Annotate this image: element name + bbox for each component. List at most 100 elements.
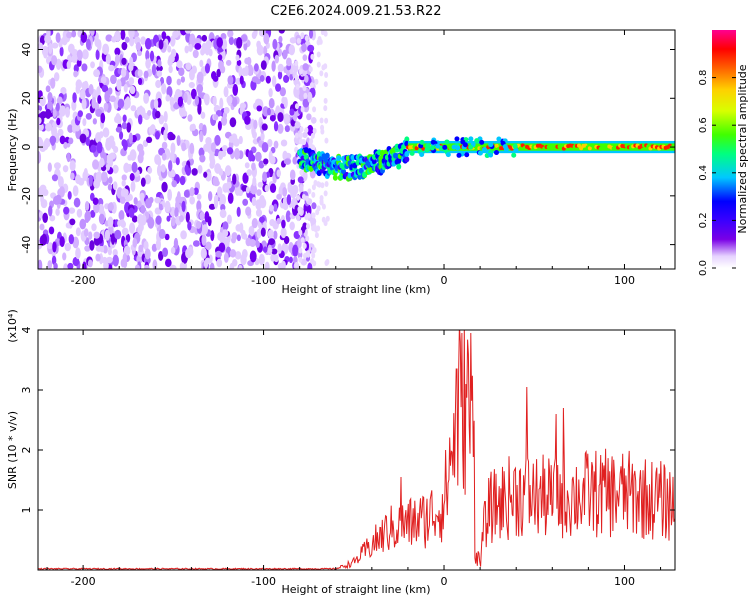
noise-cell [38,105,43,112]
noise-cell [304,35,309,42]
noise-cell [324,117,329,124]
noise-cell [67,124,74,133]
noise-cell [259,74,265,82]
noise-cell [238,135,243,145]
noise-cell [41,233,48,246]
noise-cell [284,125,291,133]
noise-cell [39,95,46,107]
noise-cell [108,64,115,72]
noise-cell [163,129,168,142]
noise-cell [130,105,137,112]
noise-cell [264,261,270,269]
noise-cell [188,81,195,89]
noise-cell [245,123,252,130]
noise-cell [121,227,129,236]
noise-cell [233,138,240,147]
noise-cell [302,222,308,230]
noise-cell [69,218,76,226]
noise-cell [217,231,224,241]
noise-cell [248,226,253,236]
noise-cell [52,241,57,253]
signal-cell [425,143,431,149]
signal-cell [511,152,517,158]
noise-cell [68,234,75,245]
noise-cell [76,208,83,218]
noise-cell [67,262,74,269]
noise-cell [48,226,55,235]
noise-cell [45,85,51,93]
band-cell [396,163,402,170]
noise-cell [53,72,60,82]
noise-cell [47,260,53,269]
noise-cell [311,202,317,210]
noise-cell [124,36,130,43]
noise-cell [59,186,65,198]
noise-cell [269,204,274,212]
noise-cell [119,196,126,204]
noise-cell [164,258,172,268]
noise-cell [46,242,54,249]
noise-cell [72,256,80,267]
noise-cell [191,123,196,131]
noise-cell [245,237,252,247]
noise-cell [50,77,56,89]
noise-cell [229,249,237,258]
signal-cell [456,152,462,158]
noise-cell [302,85,307,92]
noise-cell [156,65,163,72]
noise-cell [311,144,316,151]
noise-cell [274,54,280,64]
noise-cell [38,123,44,131]
noise-cell [112,254,119,267]
noise-cell [81,49,89,60]
noise-cell [316,51,321,58]
noise-cell [83,228,89,237]
noise-cell [294,261,299,268]
colorbar-ticks: 0.0 0.2 0.4 0.6 0.8 [698,70,736,276]
noise-cell [301,194,306,201]
noise-cell [110,74,117,85]
noise-cell [277,112,284,123]
noise-cell [271,248,278,255]
noise-cell [60,87,67,95]
noise-cell [311,191,316,198]
noise-cell [208,191,213,202]
noise-cell [286,194,292,206]
noise-cell [96,86,101,98]
noise-cell [181,110,188,117]
noise-cell [51,126,58,138]
noise-cell [75,83,81,95]
noise-cell [219,209,227,219]
noise-cell [181,142,187,152]
noise-cell [252,131,257,139]
noise-cell [95,49,100,61]
noise-cell [297,176,304,184]
noise-cell [92,118,97,125]
noise-cell [51,174,59,182]
noise-cell [243,41,248,51]
noise-cell [161,31,167,40]
noise-cell [53,162,61,170]
noise-cell [128,30,135,39]
noise-cell [273,203,278,212]
y-tick-label: 2 [20,447,33,454]
noise-cell [273,121,279,132]
noise-cell [229,262,235,269]
noise-cell [256,228,262,239]
noise-cell [286,57,292,67]
noise-cell [314,78,319,85]
noise-cell [220,32,227,41]
noise-cell [192,49,199,59]
noise-cell [306,113,312,121]
noise-cell [154,154,161,165]
noise-cell [133,197,138,205]
noise-cell [289,37,297,44]
x-tick-label: -200 [71,274,96,287]
noise-cell [140,36,147,45]
noise-cell [154,130,160,140]
noise-cell [112,181,118,191]
noise-cell [103,261,109,269]
noise-cell [75,247,81,260]
noise-cell [226,214,232,225]
